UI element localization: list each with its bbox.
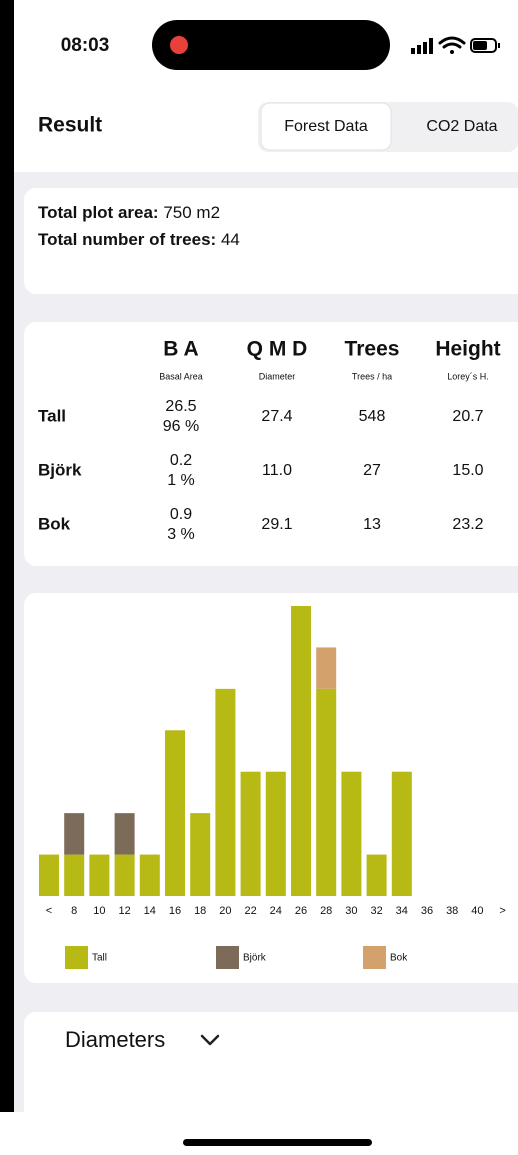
bar-segment xyxy=(215,688,236,896)
tab-label[interactable]: Forest Data xyxy=(284,118,368,135)
table-card xyxy=(24,322,518,566)
tab-selected[interactable] xyxy=(260,102,392,151)
x-tick-label: 12 xyxy=(118,905,130,917)
column-title: Height xyxy=(435,338,500,361)
cell: 27.4 xyxy=(261,408,292,425)
cell: 0.2 xyxy=(170,452,192,469)
x-tick-label: 14 xyxy=(144,905,156,917)
column-title: Q M D xyxy=(247,338,308,361)
cell: 0.9 xyxy=(170,506,192,523)
summary-line: Total plot area: 750 m2 xyxy=(38,203,220,222)
cell: 13 xyxy=(363,516,381,533)
home-indicator xyxy=(183,1139,372,1146)
x-tick-label: 38 xyxy=(446,905,458,917)
section-title[interactable]: Diameters xyxy=(65,1027,165,1052)
x-tick-label: 22 xyxy=(244,905,256,917)
bar-segment xyxy=(114,813,135,855)
legend-label: Bok xyxy=(390,953,408,964)
cell: 1 % xyxy=(167,472,195,489)
bar-segment xyxy=(39,854,59,896)
bar-segment xyxy=(89,854,110,896)
battery-icon xyxy=(470,38,500,53)
x-tick-label: < xyxy=(46,905,52,917)
row-name: Bok xyxy=(38,514,71,533)
bar-segment xyxy=(291,606,311,896)
x-tick-label: 10 xyxy=(93,905,105,917)
bottom-cover xyxy=(0,1112,518,1155)
summary-line: Total number of trees: 44 xyxy=(38,230,240,249)
status-time: 08:03 xyxy=(61,35,110,56)
bar-segment xyxy=(341,771,362,896)
summary-label: Total plot area: xyxy=(38,203,159,222)
bar-segment xyxy=(316,688,337,896)
x-tick-label: 16 xyxy=(169,905,181,917)
bar-segment xyxy=(265,771,286,896)
bar-segment xyxy=(190,813,211,896)
cell: 3 % xyxy=(167,526,195,543)
bar-segment xyxy=(316,647,337,689)
x-tick-label: 28 xyxy=(320,905,332,917)
cell: 29.1 xyxy=(261,516,292,533)
bar-segment xyxy=(64,813,85,855)
legend-swatch xyxy=(65,946,88,969)
cell: 96 % xyxy=(163,418,199,435)
summary-value: 750 m2 xyxy=(163,203,220,222)
cell: 26.5 xyxy=(165,398,196,415)
x-tick-label: 34 xyxy=(396,905,408,917)
bar-segment xyxy=(391,771,412,896)
summary-value: 44 xyxy=(221,230,240,249)
device-edge xyxy=(0,0,14,1112)
x-tick-label: 24 xyxy=(270,905,282,917)
wifi-icon xyxy=(438,36,466,54)
summary-label: Total number of trees: xyxy=(38,230,216,249)
recording-dot xyxy=(170,36,188,54)
legend-swatch xyxy=(363,946,386,969)
row-name: Björk xyxy=(38,460,82,479)
bar-segment xyxy=(139,854,160,896)
x-tick-label: 30 xyxy=(345,905,357,917)
column-subtitle: Lorey´s H. xyxy=(447,371,489,381)
summary-card xyxy=(24,188,518,294)
legend-label: Björk xyxy=(243,953,267,964)
column-title: B A xyxy=(163,338,198,361)
column-subtitle: Diameter xyxy=(259,371,296,381)
diameters-card xyxy=(24,1012,518,1132)
x-tick-label: 32 xyxy=(370,905,382,917)
signal-icon xyxy=(411,38,433,54)
cell: 20.7 xyxy=(452,408,483,425)
x-tick-label: 36 xyxy=(421,905,433,917)
column-title: Trees xyxy=(345,338,400,361)
page-title: Result xyxy=(38,114,102,137)
x-tick-label: > xyxy=(499,905,505,917)
legend-swatch xyxy=(216,946,239,969)
cell: 23.2 xyxy=(452,516,483,533)
column-subtitle: Trees / ha xyxy=(352,371,392,381)
bar-segment xyxy=(114,854,135,896)
bar-segment xyxy=(240,771,261,896)
x-tick-label: 26 xyxy=(295,905,307,917)
bar-segment xyxy=(366,854,387,896)
cell: 11.0 xyxy=(262,462,292,479)
bar-segment xyxy=(64,854,85,896)
x-tick-label: 20 xyxy=(219,905,231,917)
cell: 548 xyxy=(359,408,386,425)
x-tick-label: 8 xyxy=(71,905,77,917)
chevron-icon[interactable] xyxy=(200,1034,220,1046)
x-tick-label: 18 xyxy=(194,905,206,917)
cell: 15.0 xyxy=(452,462,483,479)
dynamic-island xyxy=(152,20,390,70)
legend-label: Tall xyxy=(92,953,107,964)
column-subtitle: Basal Area xyxy=(159,371,203,381)
table: B A Basal Area Q M D Diameter Trees Trees / h… xyxy=(38,338,501,544)
tab-label[interactable]: CO2 Data xyxy=(426,118,497,135)
chart: <8 10 12 14 16 18 20 22 24 26 28 30 32 34 36 38 40 > Tall B… xyxy=(39,606,506,969)
row-name: Tall xyxy=(38,406,66,425)
cell: 27 xyxy=(363,462,381,479)
bar-segment xyxy=(165,730,185,896)
x-tick-label: 40 xyxy=(471,905,483,917)
